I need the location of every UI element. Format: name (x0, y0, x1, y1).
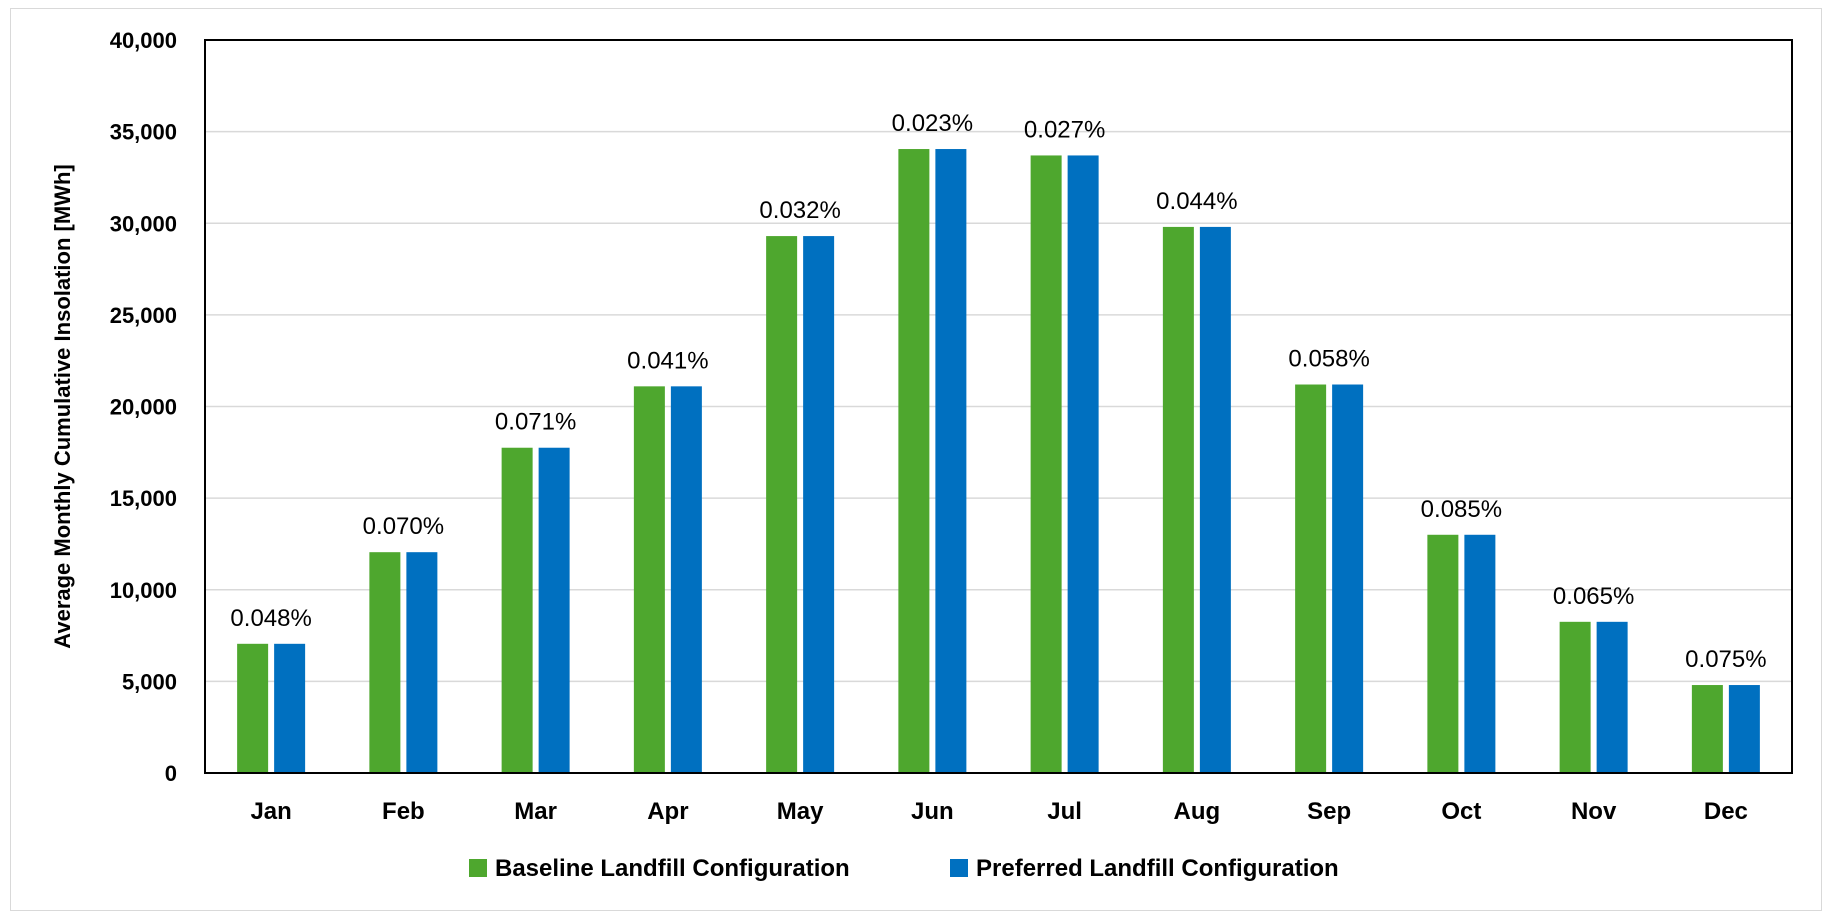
x-tick-label: May (777, 798, 824, 825)
legend-swatch (469, 859, 487, 877)
bar-preferred-sep (1332, 384, 1364, 773)
legend: Baseline Landfill Configuration Preferred… (469, 855, 1339, 882)
data-label: 0.048% (230, 605, 311, 632)
data-label: 0.023% (892, 110, 973, 137)
data-label: 0.065% (1553, 583, 1634, 610)
axes (204, 39, 1793, 774)
bars (237, 149, 1760, 774)
bar-preferred-oct (1464, 534, 1496, 773)
gridlines (205, 130, 1792, 683)
bar-baseline-mar (501, 447, 533, 773)
bar-preferred-feb (406, 552, 438, 773)
x-tick-label: Nov (1571, 798, 1617, 825)
bar-baseline-may (766, 236, 798, 773)
data-label: 0.027% (1024, 116, 1105, 143)
bar-baseline-jul (1030, 155, 1062, 773)
data-label: 0.070% (363, 513, 444, 540)
bar-preferred-apr (670, 386, 702, 773)
bar-baseline-nov (1559, 621, 1591, 773)
x-tick-label: Aug (1174, 798, 1221, 825)
bar-preferred-aug (1199, 226, 1231, 774)
bar-preferred-jun (935, 149, 967, 773)
bar-baseline-jun (898, 149, 930, 773)
y-tick-label: 20,000 (110, 395, 177, 420)
bar-preferred-nov (1596, 621, 1628, 773)
bar-baseline-jan (237, 643, 269, 773)
bar-preferred-may (803, 236, 835, 773)
bar-baseline-aug (1162, 226, 1194, 774)
y-tick-label: 35,000 (110, 120, 177, 145)
data-label: 0.085% (1421, 496, 1502, 523)
labels: 0 5,000 10,000 15,000 20,000 25,000 30,000 35,0… (50, 28, 1767, 825)
bar-preferred-jul (1067, 155, 1099, 773)
x-tick-label: Jan (250, 798, 291, 825)
y-tick-label: 10,000 (110, 578, 177, 603)
data-label: 0.041% (627, 347, 708, 374)
x-tick-label: Oct (1441, 798, 1481, 825)
x-tick-label: Jul (1047, 798, 1082, 825)
y-axis-title: Average Monthly Cumulative Insolation [M… (50, 164, 75, 648)
y-tick-label: 0 (165, 761, 177, 786)
bar-baseline-oct (1427, 534, 1459, 773)
x-tick-label: Sep (1307, 798, 1351, 825)
legend-label: Baseline Landfill Configuration (495, 855, 850, 882)
data-label: 0.032% (759, 197, 840, 224)
bar-baseline-feb (369, 552, 401, 773)
y-tick-label: 5,000 (122, 669, 177, 694)
x-tick-label: Dec (1704, 798, 1748, 825)
bar-baseline-dec (1691, 685, 1723, 773)
bar-preferred-dec (1728, 685, 1760, 773)
y-tick-label: 30,000 (110, 211, 177, 236)
x-tick-label: Apr (647, 798, 688, 825)
data-label: 0.044% (1156, 188, 1237, 215)
bar-baseline-apr (633, 386, 665, 773)
x-tick-label: Jun (911, 798, 954, 825)
plot-area-border (204, 39, 1793, 774)
y-tick-label: 15,000 (110, 486, 177, 511)
data-label: 0.058% (1288, 346, 1369, 373)
legend-swatch (950, 859, 968, 877)
y-tick-label: 40,000 (110, 28, 177, 53)
bar-preferred-mar (538, 447, 570, 773)
bar-preferred-jan (274, 643, 306, 773)
y-tick-label: 25,000 (110, 303, 177, 328)
legend-label: Preferred Landfill Configuration (976, 855, 1339, 882)
data-label: 0.071% (495, 409, 576, 436)
x-tick-label: Mar (514, 798, 557, 825)
data-label: 0.075% (1685, 646, 1766, 673)
bar-baseline-sep (1295, 384, 1327, 773)
x-tick-label: Feb (382, 798, 425, 825)
